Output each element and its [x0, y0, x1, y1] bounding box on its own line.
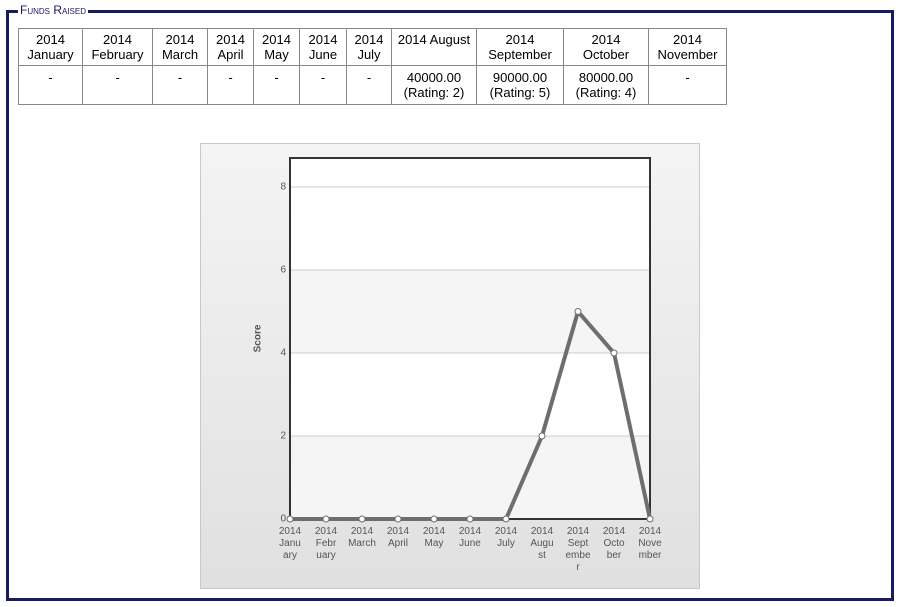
x-tick-label: 2014 Octo ber [603, 526, 626, 561]
cell: - [253, 65, 300, 105]
column-header: 2014 March [152, 28, 208, 66]
x-tick-label: 2014 March [348, 526, 376, 549]
y-tick-label: 6 [280, 265, 286, 276]
cell: - [18, 65, 83, 105]
point [502, 515, 510, 523]
x-tick-label: 2014 May [423, 526, 446, 549]
point [646, 515, 654, 523]
x-tick-label: 2014 July [495, 526, 518, 549]
grid-band [290, 270, 650, 354]
column-header: 2014 May [253, 28, 300, 66]
column-header: 2014 October [563, 28, 649, 66]
x-tick-label: 2014 Nove mber [638, 526, 662, 561]
fieldset [6, 10, 894, 601]
column-header: 2014 July [346, 28, 392, 66]
point [430, 515, 438, 523]
point [574, 308, 582, 316]
point [394, 515, 402, 523]
y-tick-label: 2 [280, 431, 286, 442]
column-header: 2014 November [648, 28, 727, 66]
cell: - [648, 65, 727, 105]
point [286, 515, 294, 523]
y-axis-title: Score [253, 324, 264, 352]
point [322, 515, 330, 523]
y-tick-label: 0 [280, 514, 286, 525]
cell: - [207, 65, 254, 105]
y-tick-label: 8 [280, 182, 286, 193]
point [538, 432, 546, 440]
x-tick-label: 2014 Sept embe r [565, 526, 590, 573]
column-header: 2014 June [299, 28, 347, 66]
cell: - [299, 65, 347, 105]
x-tick-label: 2014 June [459, 526, 482, 549]
point [610, 349, 618, 357]
cell: 40000.00 (Rating: 2) [391, 65, 477, 105]
cell: 80000.00 (Rating: 4) [563, 65, 649, 105]
legend: Funds Raised [18, 3, 89, 17]
column-header: 2014 April [207, 28, 254, 66]
x-tick-label: 2014 April [387, 526, 410, 549]
cell: 90000.00 (Rating: 5) [476, 65, 564, 105]
point [358, 515, 366, 523]
x-tick-label: 2014 Febr uary [315, 526, 338, 561]
column-header: 2014 February [82, 28, 153, 66]
grid-band [290, 436, 650, 519]
point [466, 515, 474, 523]
cell: - [152, 65, 208, 105]
cell: - [82, 65, 153, 105]
funds-table: 2014 January 2014 February 2014 March 2014 … [18, 28, 727, 105]
x-tick-label: 2014 Janu ary [279, 526, 302, 561]
column-header: 2014 August [391, 28, 477, 66]
x-tick-label: 2014 Augu st [530, 526, 553, 561]
column-header: 2014 September [476, 28, 564, 66]
y-tick-label: 4 [280, 348, 286, 359]
